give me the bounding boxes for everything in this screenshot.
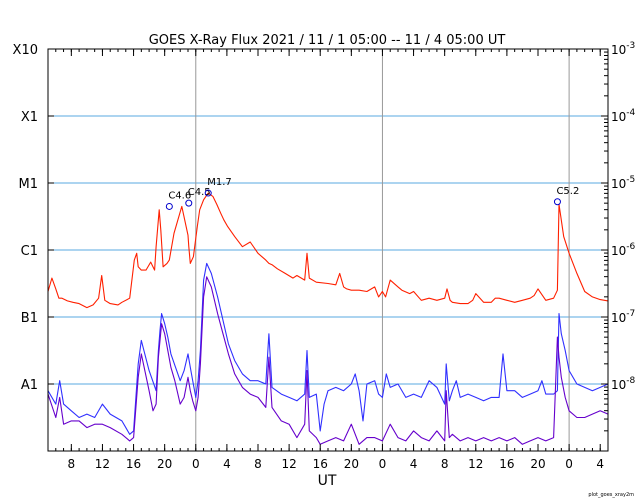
x-tick-label: 12	[468, 457, 483, 471]
flare-marker	[204, 189, 212, 197]
y-right-tick-mantissa: 10	[611, 177, 626, 191]
y-left-tick-label: M1	[19, 177, 39, 192]
x-tick-label: 16	[499, 457, 514, 471]
y-right-tick-label: 10-3	[611, 41, 635, 57]
flare-marker	[165, 202, 173, 210]
y-right-tick-mantissa: 10	[611, 244, 626, 258]
y-right-tick-exponent: -3	[626, 41, 635, 51]
y-right-tick-exponent: -4	[626, 108, 635, 118]
series-line-2	[47, 276, 609, 445]
y-left-tick-label: B1	[21, 311, 38, 326]
flare-label: C4.6	[168, 190, 191, 201]
x-tick-label: 20	[344, 457, 359, 471]
y-right-tick-label: 10-6	[611, 242, 636, 258]
flare-label: C5.2	[556, 186, 579, 197]
y-right-tick-exponent: -6	[626, 242, 635, 252]
chart-title: GOES X-Ray Flux 2021 / 11 / 1 05:00 -- 1…	[149, 33, 506, 48]
y-right-tick-exponent: -8	[626, 376, 635, 386]
y-right-tick-mantissa: 10	[611, 378, 626, 392]
flare-label: M1.7	[207, 177, 232, 188]
flare-label: C4.5	[188, 187, 211, 198]
x-axis-tick-labels: 8 12 16 20 0 4 8 12 16 20 0 4 8 12 16 20 0 4	[68, 457, 605, 471]
x-tick-label: 12	[281, 457, 296, 471]
y-right-tick-mantissa: 10	[611, 311, 626, 325]
x-tick-label: 16	[126, 457, 141, 471]
flare-marker	[553, 198, 561, 206]
series-layer	[47, 192, 609, 445]
x-tick-label: 4	[410, 457, 418, 471]
x-tick-label: 0	[192, 457, 200, 471]
flare-marker	[185, 199, 193, 207]
y-right-tick-label: 10-8	[611, 376, 636, 392]
series-line-0	[47, 192, 609, 309]
x-tick-label: 20	[157, 457, 172, 471]
series-line-1	[47, 262, 609, 435]
x-tick-label: 8	[68, 457, 76, 471]
x-tick-label: 12	[95, 457, 110, 471]
y-axis-right-labels: 10-810-710-610-510-410-3	[611, 41, 636, 392]
y-right-tick-label: 10-7	[611, 309, 635, 325]
y-axis-left-labels: A1 B1 C1 M1 X1 X10	[13, 43, 38, 393]
annotation-layer: C4.6C4.5M1.7 C5.2	[165, 177, 579, 210]
y-right-tick-label: 10-4	[611, 108, 636, 124]
y-left-tick-label: A1	[21, 378, 38, 393]
x-tick-label: 0	[379, 457, 387, 471]
x-tick-label: 16	[313, 457, 328, 471]
y-left-tick-label: X1	[21, 110, 38, 125]
x-tick-label: 20	[530, 457, 545, 471]
x-tick-label: 8	[254, 457, 262, 471]
tick-layer	[47, 48, 609, 452]
x-axis-label: UT	[318, 473, 337, 489]
y-left-tick-label: X10	[13, 43, 38, 58]
y-right-tick-label: 10-5	[611, 175, 635, 191]
footer-label: plot_goes_xray2m	[588, 492, 634, 498]
y-right-tick-mantissa: 10	[611, 110, 626, 124]
y-right-tick-mantissa: 10	[611, 43, 626, 57]
x-tick-label: 8	[441, 457, 449, 471]
x-tick-label: 0	[565, 457, 573, 471]
y-right-tick-exponent: -7	[626, 309, 635, 319]
x-tick-label: 4	[223, 457, 231, 471]
grid-layer	[48, 49, 608, 451]
y-left-tick-label: C1	[21, 244, 38, 259]
y-right-tick-exponent: -5	[626, 175, 635, 185]
x-tick-label: 4	[596, 457, 604, 471]
